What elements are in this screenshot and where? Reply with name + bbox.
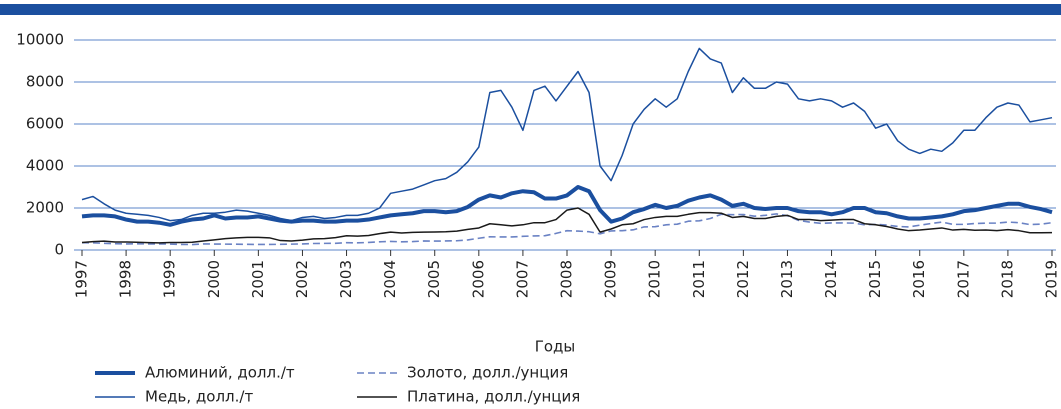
- x-tick-label: 1999: [161, 260, 179, 298]
- legend-label: Платина, долл./унция: [407, 388, 580, 406]
- x-tick-label: 2017: [954, 260, 972, 298]
- x-tick-label: 2009: [602, 260, 620, 298]
- x-tick-label: 2001: [249, 260, 267, 298]
- y-tick-label: 4000: [26, 157, 64, 175]
- y-tick-label: 2000: [26, 199, 64, 217]
- x-tick-label: 2007: [513, 260, 531, 298]
- x-tick-label: 2005: [425, 260, 443, 298]
- legend-label: Алюминий, долл./т: [145, 364, 295, 382]
- x-tick-label: 2002: [293, 260, 311, 298]
- x-tick-label: 2012: [734, 260, 752, 298]
- x-axis-label: Годы: [535, 338, 576, 356]
- top-bar: [0, 4, 1061, 15]
- x-tick-label: 2014: [822, 260, 840, 298]
- x-tick-label: 2004: [381, 260, 399, 298]
- x-tick-label: 1998: [117, 260, 135, 298]
- x-tick-label: 1997: [73, 260, 91, 298]
- legend-label: Медь, долл./т: [145, 388, 253, 406]
- x-tick-label: 2008: [558, 260, 576, 298]
- x-tick-label: 2016: [910, 260, 928, 298]
- x-tick-label: 2003: [337, 260, 355, 298]
- y-tick-label: 0: [54, 241, 64, 259]
- series-line: [81, 207, 1053, 244]
- series-line: [81, 213, 1053, 246]
- series-line: [81, 185, 1053, 227]
- series-line: [81, 47, 1053, 222]
- x-tick-label: 2019: [1043, 260, 1061, 298]
- y-tick-label: 8000: [26, 73, 64, 91]
- x-tick-label: 2011: [690, 260, 708, 298]
- x-tick-label: 2018: [998, 260, 1016, 298]
- x-tick-label: 2010: [646, 260, 664, 298]
- x-tick-label: 2000: [205, 260, 223, 298]
- y-tick-label: 6000: [26, 115, 64, 133]
- x-tick-label: 2015: [866, 260, 884, 298]
- legend-label: Золото, долл./унция: [407, 364, 568, 382]
- x-tick-label: 2013: [778, 260, 796, 298]
- x-tick-label: 2006: [469, 260, 487, 298]
- y-tick-label: 10000: [16, 31, 64, 49]
